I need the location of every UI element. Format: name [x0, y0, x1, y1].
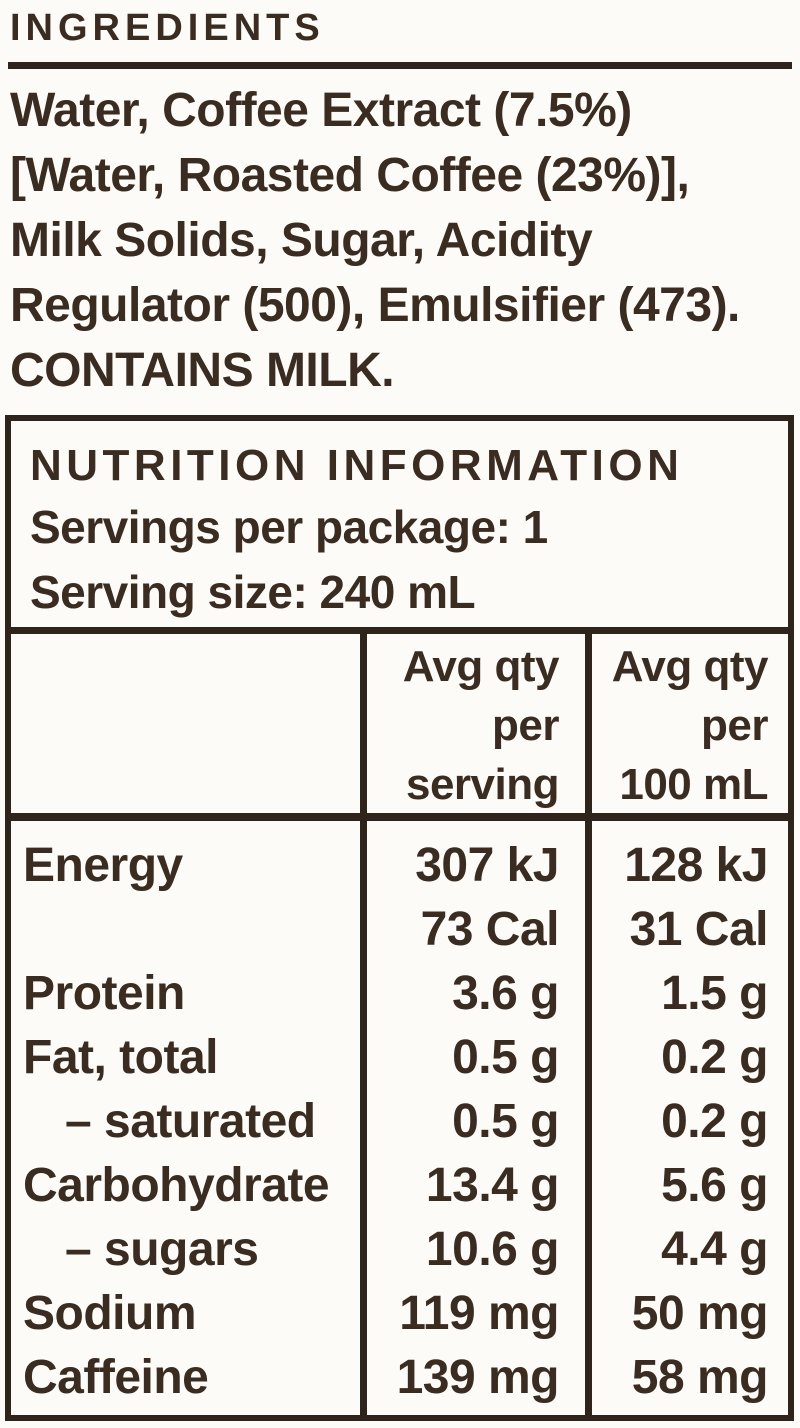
ingredients-line: [Water, Roasted Coffee (23%)], — [10, 149, 690, 202]
ingredients-heading-rule — [8, 62, 792, 69]
value-per-100ml: 1.5 g — [661, 966, 768, 1020]
column-divider-line — [360, 627, 367, 1415]
column-header-per-serving: Avg qty per serving — [367, 637, 560, 814]
column-header-line: serving — [405, 760, 560, 809]
column-header-line: per — [492, 701, 559, 750]
value-per-serving: 73 Cal — [420, 902, 560, 956]
value-per-serving: 119 mg — [399, 1286, 559, 1340]
nutrient-label: Sodium — [23, 1286, 197, 1340]
value-per-100ml: 58 mg — [631, 1350, 769, 1404]
value-per-100ml: 0.2 g — [661, 1094, 768, 1148]
value-per-serving: 10.6 g — [425, 1222, 560, 1276]
nutrient-row: Sodium 119 mg 50 mg — [11, 1281, 788, 1345]
nutrition-panel-header: NUTRITION INFORMATION Servings per packa… — [30, 433, 772, 625]
nutrient-row: – sugars 10.6 g 4.4 g — [11, 1217, 788, 1281]
nutrient-table: Energy 307 kJ 128 kJ 73 Cal 31 Cal Prote… — [11, 821, 788, 1415]
nutrient-label: – saturated — [65, 1094, 316, 1148]
allergen-statement: CONTAINS MILK. — [10, 344, 395, 397]
nutrient-row: 73 Cal 31 Cal — [11, 897, 788, 961]
nutrient-label: Protein — [23, 966, 185, 1020]
column-header-line: Avg qty — [611, 642, 769, 691]
nutrient-label: Caffeine — [23, 1350, 209, 1404]
nutrient-row: Caffeine 139 mg 58 mg — [11, 1345, 788, 1409]
nutrient-row: Fat, total 0.5 g 0.2 g — [11, 1025, 788, 1089]
nutrient-label: Fat, total — [23, 1030, 219, 1084]
ingredients-line: Regulator (500), Emulsifier (473). — [10, 279, 740, 332]
value-per-100ml: 50 mg — [631, 1286, 769, 1340]
value-per-serving: 139 mg — [396, 1350, 560, 1404]
value-per-serving: 0.5 g — [452, 1030, 559, 1084]
value-per-serving: 307 kJ — [415, 838, 559, 892]
ingredients-statement: Water, Coffee Extract (7.5%) [Water, Roa… — [10, 78, 796, 403]
ingredients-line: Water, Coffee Extract (7.5%) — [10, 84, 632, 137]
value-per-100ml: 128 kJ — [624, 838, 768, 892]
nutrient-label: Energy — [23, 838, 183, 892]
value-per-100ml: 0.2 g — [661, 1030, 768, 1084]
ingredients-heading: INGREDIENTS — [10, 7, 325, 49]
table-head-divider-line — [11, 813, 788, 821]
serving-size: Serving size: 240 mL — [30, 566, 476, 618]
value-per-serving: 13.4 g — [425, 1158, 560, 1212]
value-per-serving: 0.5 g — [452, 1094, 559, 1148]
nutrient-label: – sugars — [65, 1222, 259, 1276]
column-header-per-100ml: Avg qty per 100 mL — [592, 637, 769, 814]
nutrient-row: – saturated 0.5 g 0.2 g — [11, 1089, 788, 1153]
nutrition-title: NUTRITION INFORMATION — [30, 441, 684, 490]
value-per-100ml: 4.4 g — [661, 1222, 768, 1276]
column-header-line: 100 mL — [619, 760, 768, 809]
nutrient-row: Energy 307 kJ 128 kJ — [11, 833, 788, 897]
nutrition-panel: NUTRITION INFORMATION Servings per packa… — [5, 415, 794, 1421]
nutrient-row: Protein 3.6 g 1.5 g — [11, 961, 788, 1025]
column-header-line: Avg qty — [402, 642, 560, 691]
ingredients-line: Milk Solids, Sugar, Acidity — [10, 214, 593, 267]
column-header-line: per — [701, 701, 768, 750]
column-divider-line — [585, 627, 592, 1415]
value-per-100ml: 31 Cal — [629, 902, 769, 956]
nutrient-row: Carbohydrate 13.4 g 5.6 g — [11, 1153, 788, 1217]
servings-per-package: Servings per package: 1 — [30, 501, 548, 553]
header-divider-line — [11, 627, 788, 634]
value-per-100ml: 5.6 g — [661, 1158, 768, 1212]
nutrient-label: Carbohydrate — [23, 1158, 330, 1212]
value-per-serving: 3.6 g — [452, 966, 559, 1020]
